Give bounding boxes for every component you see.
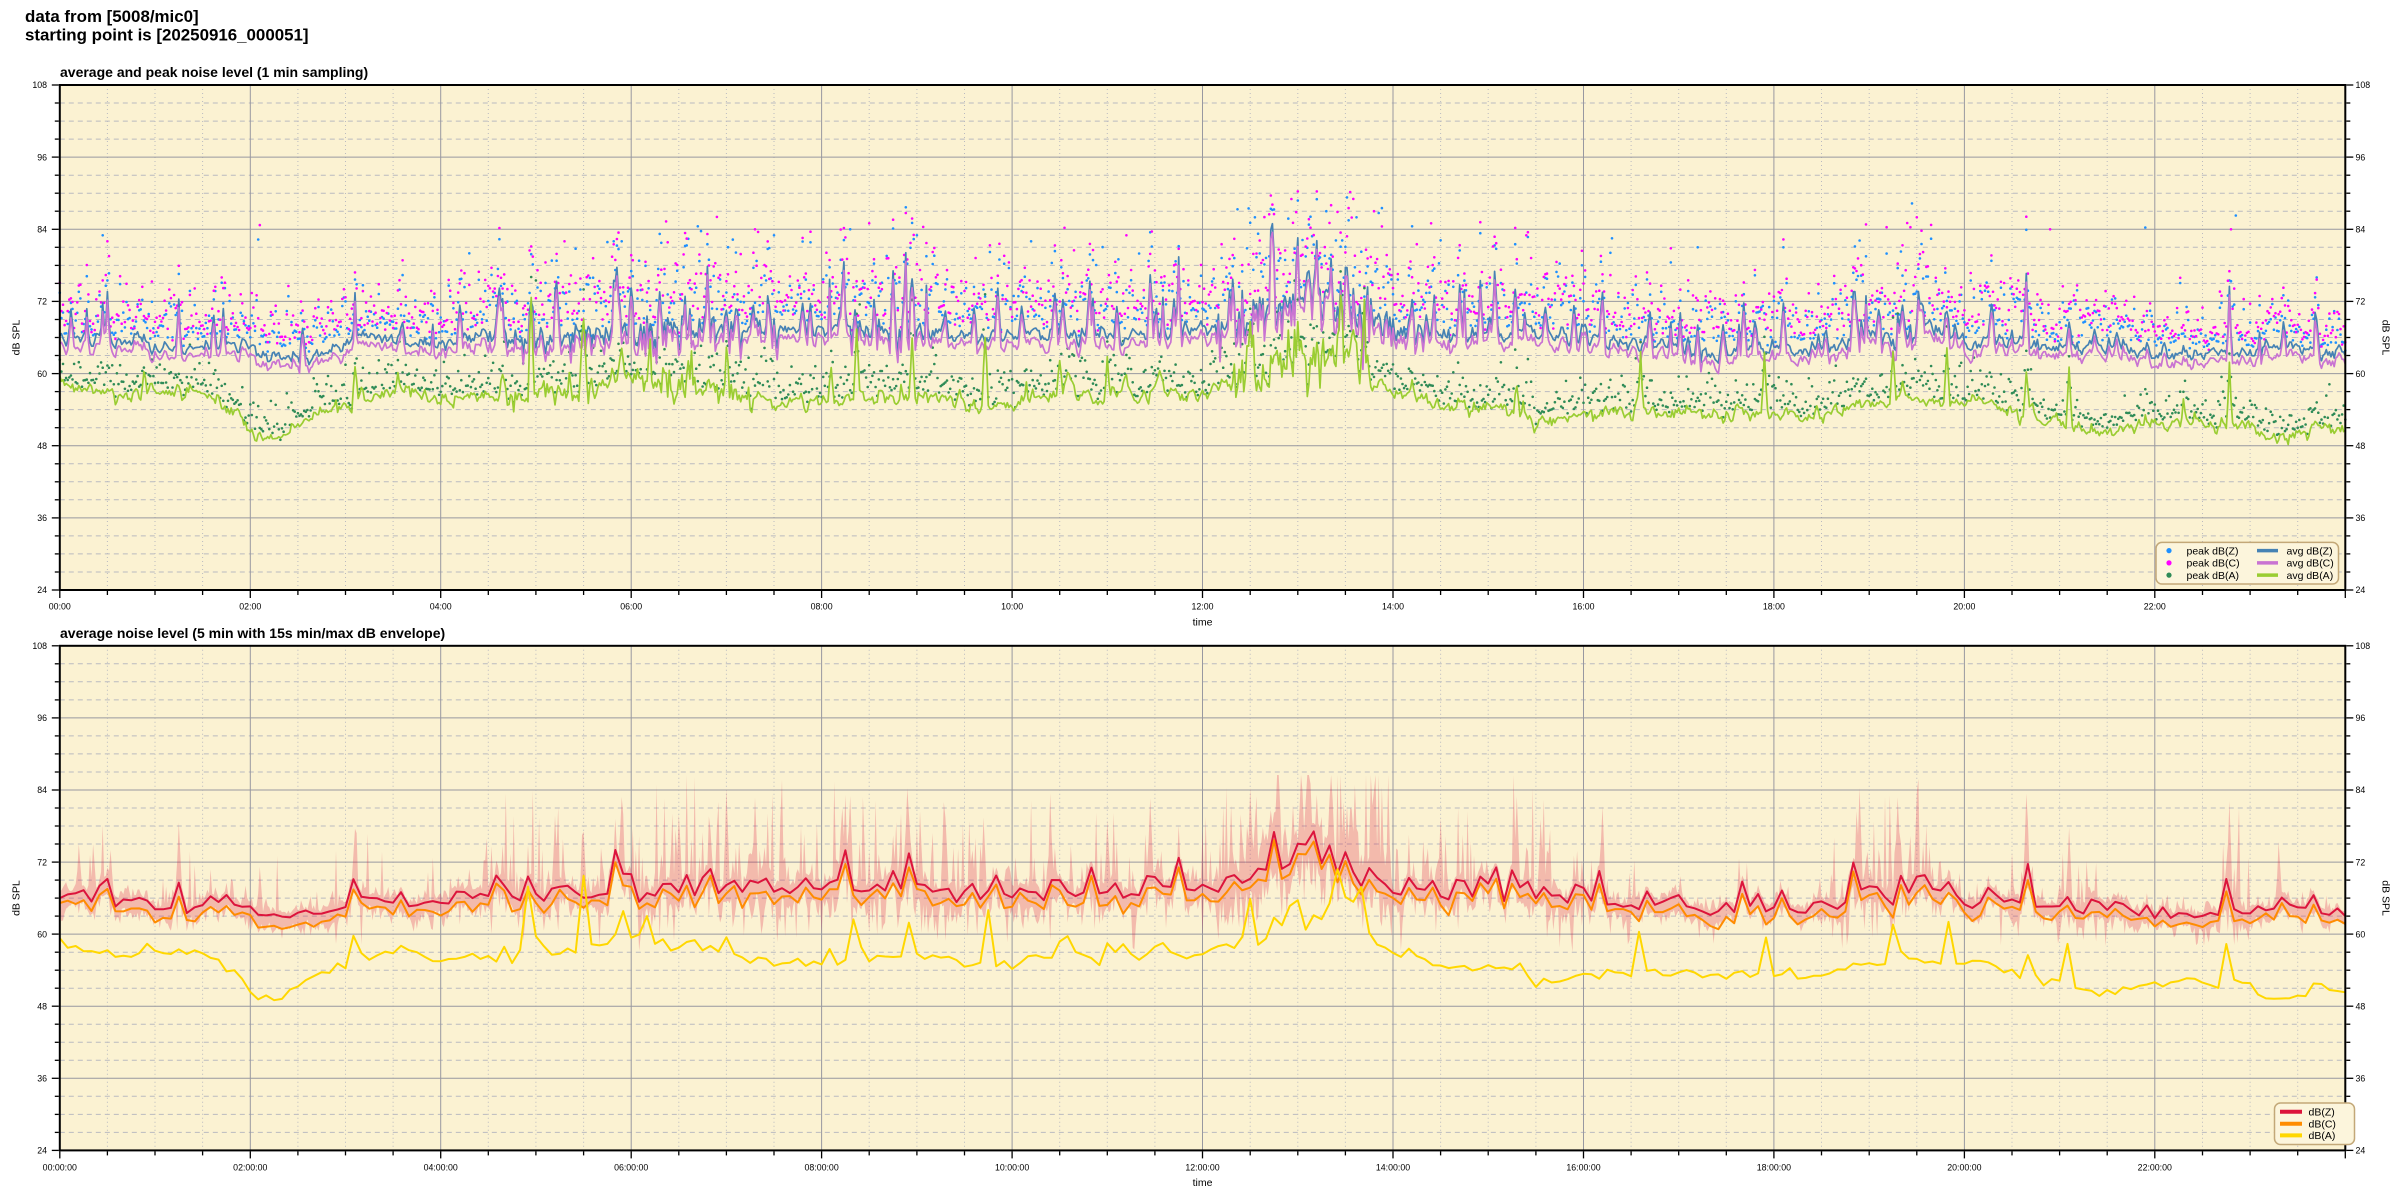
svg-text:60: 60 [2356, 369, 2366, 379]
svg-text:48: 48 [37, 1001, 47, 1011]
svg-text:96: 96 [2356, 713, 2366, 723]
svg-text:36: 36 [37, 1074, 47, 1084]
svg-text:dB(A): dB(A) [2309, 1130, 2336, 1142]
svg-text:18:00: 18:00 [1763, 602, 1785, 612]
svg-text:dB SPL: dB SPL [11, 880, 23, 916]
svg-text:12:00: 12:00 [1191, 602, 1213, 612]
svg-text:starting point is [20250916_00: starting point is [20250916_000051] [25, 26, 309, 45]
svg-text:36: 36 [2356, 1074, 2366, 1084]
svg-text:24: 24 [37, 1146, 47, 1156]
svg-text:dB SPL: dB SPL [2380, 880, 2392, 916]
svg-text:16:00:00: 16:00:00 [1566, 1163, 1600, 1173]
svg-text:00:00:00: 00:00:00 [43, 1163, 77, 1173]
svg-text:48: 48 [2356, 441, 2366, 451]
svg-text:avg dB(Z): avg dB(Z) [2287, 545, 2333, 557]
svg-text:04:00: 04:00 [430, 602, 452, 612]
svg-text:time: time [1193, 1177, 1213, 1189]
svg-text:108: 108 [2356, 80, 2371, 90]
svg-text:dB(Z): dB(Z) [2309, 1107, 2335, 1119]
svg-text:08:00:00: 08:00:00 [804, 1163, 838, 1173]
svg-text:84: 84 [37, 785, 47, 795]
svg-text:06:00: 06:00 [620, 602, 642, 612]
svg-text:24: 24 [2356, 585, 2366, 595]
svg-text:22:00:00: 22:00:00 [2138, 1163, 2172, 1173]
svg-text:96: 96 [2356, 152, 2366, 162]
svg-text:108: 108 [2356, 641, 2371, 651]
svg-text:36: 36 [2356, 513, 2366, 523]
svg-text:peak dB(Z): peak dB(Z) [2187, 545, 2239, 557]
svg-text:18:00:00: 18:00:00 [1757, 1163, 1791, 1173]
svg-text:72: 72 [37, 297, 47, 307]
svg-text:20:00:00: 20:00:00 [1947, 1163, 1981, 1173]
svg-text:04:00:00: 04:00:00 [424, 1163, 458, 1173]
svg-text:avg dB(C): avg dB(C) [2287, 558, 2334, 570]
svg-text:dB(C): dB(C) [2309, 1118, 2336, 1130]
svg-text:dB SPL: dB SPL [2380, 320, 2392, 356]
svg-text:48: 48 [2356, 1001, 2366, 1011]
svg-text:96: 96 [37, 152, 47, 162]
svg-text:00:00: 00:00 [49, 602, 71, 612]
svg-text:02:00:00: 02:00:00 [233, 1163, 267, 1173]
svg-text:22:00: 22:00 [2144, 602, 2166, 612]
svg-text:84: 84 [2356, 785, 2366, 795]
svg-text:72: 72 [2356, 857, 2366, 867]
svg-text:20:00: 20:00 [1953, 602, 1975, 612]
svg-text:60: 60 [2356, 929, 2366, 939]
svg-text:08:00: 08:00 [811, 602, 833, 612]
svg-text:108: 108 [32, 80, 47, 90]
svg-text:24: 24 [2356, 1146, 2366, 1156]
svg-text:96: 96 [37, 713, 47, 723]
svg-text:36: 36 [37, 513, 47, 523]
svg-text:84: 84 [2356, 225, 2366, 235]
svg-text:dB SPL: dB SPL [11, 320, 23, 356]
svg-text:data from [5008/mic0]: data from [5008/mic0] [25, 7, 199, 26]
svg-text:48: 48 [37, 441, 47, 451]
svg-text:peak dB(A): peak dB(A) [2187, 570, 2240, 582]
svg-text:16:00: 16:00 [1572, 602, 1594, 612]
svg-text:72: 72 [2356, 297, 2366, 307]
svg-text:10:00: 10:00 [1001, 602, 1023, 612]
svg-text:peak dB(C): peak dB(C) [2187, 558, 2240, 570]
svg-text:average and peak noise level (: average and peak noise level (1 min samp… [60, 64, 368, 80]
svg-text:72: 72 [37, 857, 47, 867]
svg-text:14:00:00: 14:00:00 [1376, 1163, 1410, 1173]
svg-text:06:00:00: 06:00:00 [614, 1163, 648, 1173]
svg-text:60: 60 [37, 369, 47, 379]
svg-text:average noise level (5 min wit: average noise level (5 min with 15s min/… [60, 625, 445, 641]
svg-text:84: 84 [37, 225, 47, 235]
svg-text:24: 24 [37, 585, 47, 595]
svg-text:10:00:00: 10:00:00 [995, 1163, 1029, 1173]
svg-text:02:00: 02:00 [239, 602, 261, 612]
svg-text:14:00: 14:00 [1382, 602, 1404, 612]
svg-text:time: time [1193, 617, 1213, 629]
svg-text:avg dB(A): avg dB(A) [2287, 570, 2334, 582]
svg-text:108: 108 [32, 641, 47, 651]
svg-text:12:00:00: 12:00:00 [1185, 1163, 1219, 1173]
svg-text:60: 60 [37, 929, 47, 939]
